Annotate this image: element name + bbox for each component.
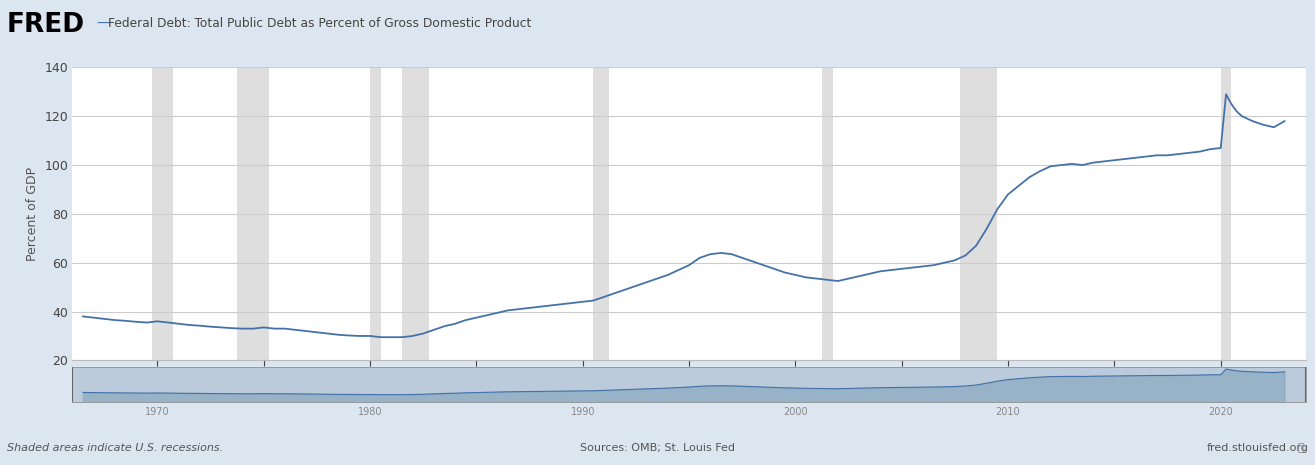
- Text: ⛶: ⛶: [1298, 443, 1304, 453]
- Bar: [822, 67, 832, 360]
- Text: Federal Debt: Total Public Debt as Percent of Gross Domestic Product: Federal Debt: Total Public Debt as Perce…: [108, 17, 531, 30]
- Bar: [1220, 67, 1231, 360]
- Bar: [402, 67, 429, 360]
- Bar: [237, 67, 270, 360]
- Bar: [153, 67, 174, 360]
- Bar: [370, 67, 381, 360]
- Text: FRED: FRED: [7, 12, 84, 38]
- Text: —: —: [96, 17, 109, 31]
- Bar: [960, 67, 997, 360]
- Text: fred.stlouisfed.org: fred.stlouisfed.org: [1207, 443, 1308, 453]
- Bar: [593, 67, 609, 360]
- Bar: [72, 367, 1306, 402]
- Text: Shaded areas indicate U.S. recessions.: Shaded areas indicate U.S. recessions.: [7, 443, 222, 453]
- Text: Sources: OMB; St. Louis Fed: Sources: OMB; St. Louis Fed: [580, 443, 735, 453]
- Y-axis label: Percent of GDP: Percent of GDP: [26, 167, 38, 261]
